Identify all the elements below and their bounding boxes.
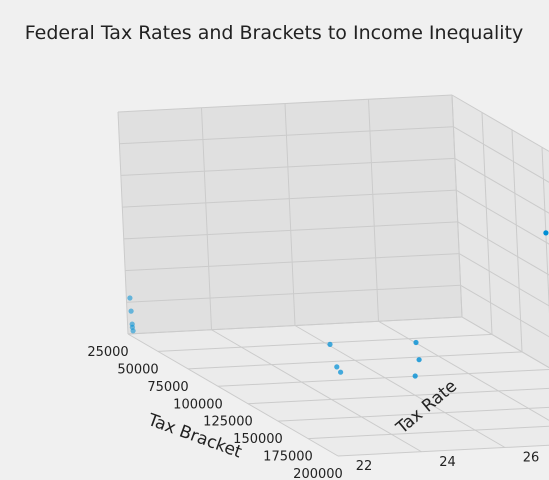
z-gridline (122, 189, 457, 208)
chart-title: Federal Tax Rates and Brackets to Income… (25, 22, 524, 44)
data-point (416, 357, 422, 363)
data-point (130, 328, 136, 334)
x-gridline (511, 129, 523, 352)
y-tick-label: 24 (439, 455, 456, 470)
data-point (327, 341, 333, 347)
z-gridline (454, 157, 549, 214)
data-point (543, 230, 549, 236)
y-gridline (378, 320, 549, 421)
y-gridline (127, 333, 339, 457)
x-tick-label: 200000 (293, 467, 343, 480)
z-gridline (126, 284, 461, 303)
y-gridline (201, 107, 212, 330)
z-gridline (457, 221, 549, 276)
z-gridline (458, 253, 549, 307)
z-gridline (453, 126, 549, 183)
x-tick-label: 175000 (263, 450, 313, 465)
grid-lines (117, 94, 549, 457)
y-gridline (368, 99, 379, 322)
z-gridline (123, 221, 458, 240)
x-tick-label: 25000 (87, 345, 128, 360)
z-gridline (117, 94, 453, 113)
floor-pane (128, 317, 549, 456)
y-gridline (117, 111, 129, 335)
y-tick-label: 22 (356, 459, 373, 474)
data-point (128, 308, 134, 314)
z-gridline (120, 157, 455, 176)
data-point (413, 339, 419, 346)
data-point (334, 364, 340, 370)
data-point (127, 295, 133, 301)
x-gridline (481, 112, 493, 335)
x-gridline (541, 147, 549, 314)
back-pane (452, 95, 549, 368)
y-tick-label: 26 (523, 451, 540, 466)
data-point (412, 373, 418, 379)
y-gridline (284, 103, 296, 326)
tick-labels: 25000 50000 75000 100000 125000 150000 175000 2… (87, 345, 540, 480)
z-gridline (460, 284, 549, 338)
x-tick-label: 50000 (117, 362, 158, 377)
y-gridline (451, 94, 463, 318)
z-gridline (461, 316, 549, 369)
z-gridline (456, 189, 549, 245)
y-gridline (211, 329, 422, 453)
x-tick-label: 100000 (173, 397, 223, 412)
data-point (338, 369, 344, 375)
z-gridline (127, 316, 463, 335)
x-tick-label: 150000 (233, 432, 283, 447)
z-gridline (451, 94, 549, 152)
x-tick-label: 75000 (147, 380, 188, 395)
z-gridline (119, 126, 454, 145)
z-gridline (125, 253, 460, 272)
x-tick-label: 125000 (203, 415, 253, 430)
data-points (127, 230, 549, 379)
